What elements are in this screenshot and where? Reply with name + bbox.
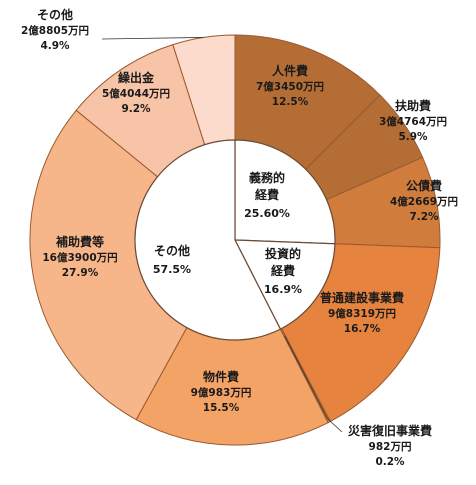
inner-slice-0	[234, 139, 336, 245]
outer-label-amount-8: 2億8805万円	[21, 24, 89, 37]
outer-label-amount-1: 3億4764万円	[379, 115, 447, 128]
outer-label-amount-7: 5億4044万円	[102, 87, 170, 100]
inner-label-pct-0: 25.60%	[244, 207, 290, 220]
outer-label-pct-4: 0.2%	[375, 456, 405, 468]
outer-label-name-4: 災害復旧事業費	[348, 423, 432, 438]
inner-label-pct-1: 16.9%	[264, 283, 302, 296]
outer-label-name-5: 物件費	[203, 369, 239, 384]
outer-label-pct-0: 12.5%	[272, 96, 309, 108]
outer-label-amount-2: 4億2669万円	[390, 195, 458, 208]
outer-label-name-3: 普通建設事業費	[320, 290, 404, 305]
outer-label-pct-5: 15.5%	[203, 402, 240, 414]
outer-label-name-0: 人件費	[272, 63, 308, 78]
leader-line-disaster	[284, 335, 343, 433]
outer-label-name-1: 扶助費	[395, 98, 431, 113]
inner-slice-2	[134, 139, 282, 341]
outer-label-name-7: 繰出金	[118, 70, 155, 85]
outer-label-pct-8: 4.9%	[40, 40, 70, 52]
inner-label-name-1: 経費	[271, 263, 295, 278]
outer-label-name-8: その他	[37, 7, 73, 22]
inner-label-name-1: 投資的	[265, 246, 301, 261]
outer-label-pct-7: 9.2%	[121, 103, 151, 115]
outer-label-pct-1: 5.9%	[398, 131, 428, 143]
outer-label-amount-5: 9億983万円	[191, 386, 252, 399]
inner-label-name-2: その他	[154, 243, 190, 258]
inner-label-name-0: 義務的	[249, 170, 285, 185]
inner-label-pct-2: 57.5%	[153, 263, 191, 276]
leader-line-other	[101, 37, 204, 40]
outer-label-name-6: 補助費等	[55, 234, 104, 249]
outer-label-amount-3: 9億8319万円	[328, 307, 396, 320]
outer-label-amount-4: 982万円	[369, 441, 412, 453]
outer-label-amount-0: 7億3450万円	[256, 80, 324, 93]
inner-slice-1	[234, 239, 336, 330]
outer-label-pct-3: 16.7%	[344, 323, 381, 335]
outer-label-amount-6: 16億3900万円	[42, 251, 117, 264]
outer-label-pct-6: 27.9%	[62, 267, 99, 279]
outer-label-name-2: 公債費	[406, 178, 442, 193]
inner-label-name-0: 経費	[255, 187, 279, 202]
outer-label-pct-2: 7.2%	[409, 211, 439, 223]
